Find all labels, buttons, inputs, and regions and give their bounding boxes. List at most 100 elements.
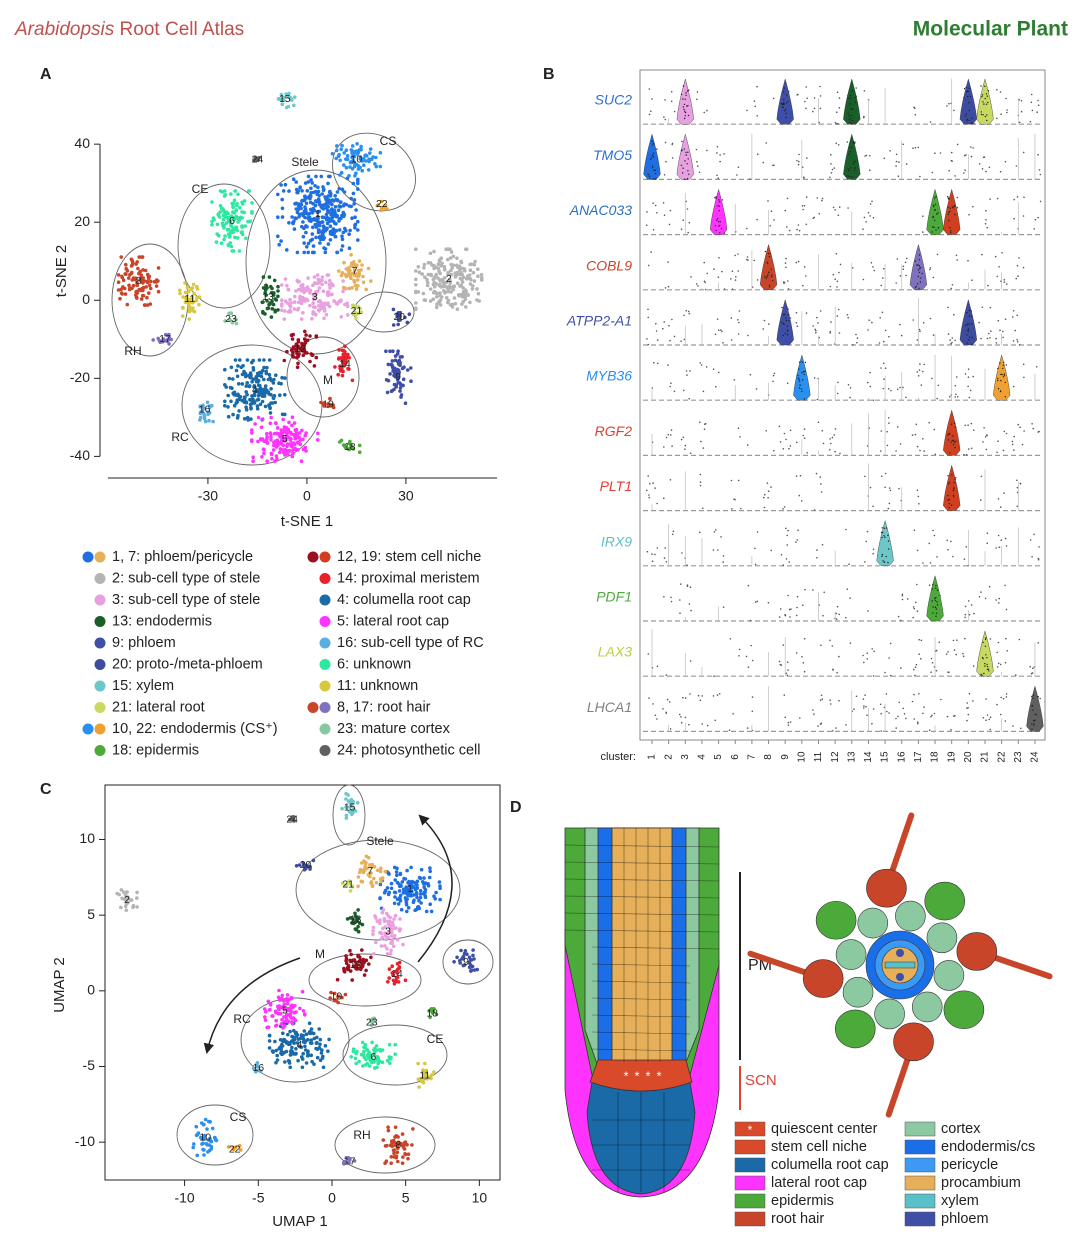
expression-dot bbox=[1020, 727, 1022, 730]
cell-dot bbox=[233, 317, 237, 321]
cell-dot bbox=[269, 415, 274, 420]
cell-dot bbox=[349, 264, 353, 268]
cell-dot bbox=[314, 174, 318, 179]
expression-dot bbox=[738, 655, 740, 657]
expression-dot bbox=[712, 368, 715, 371]
cell-dot bbox=[434, 890, 438, 895]
cell-dot bbox=[386, 980, 390, 984]
expression-dot bbox=[756, 600, 759, 603]
cell-dot bbox=[307, 218, 312, 223]
expression-dot bbox=[801, 166, 804, 168]
expression-dot bbox=[817, 725, 819, 727]
expression-dot bbox=[765, 142, 767, 144]
expression-dot bbox=[721, 270, 723, 273]
cell-dot bbox=[265, 431, 269, 436]
cell-dot bbox=[270, 307, 275, 311]
cell-dot bbox=[354, 1061, 359, 1066]
expression-dot bbox=[784, 209, 786, 212]
gene-label: LAX3 bbox=[598, 644, 632, 660]
cell-dot bbox=[449, 250, 454, 254]
cell-dot bbox=[327, 201, 331, 205]
cell-dot bbox=[394, 870, 399, 874]
expression-dot bbox=[923, 450, 925, 452]
cell-dot bbox=[293, 1004, 297, 1008]
violin-dot bbox=[715, 197, 717, 199]
expression-dot bbox=[889, 489, 892, 492]
cluster-label: 7 bbox=[352, 265, 358, 277]
cell-dot bbox=[424, 1068, 429, 1073]
expression-dot bbox=[782, 508, 784, 510]
cell-dot bbox=[477, 299, 482, 303]
violin-dot bbox=[1033, 723, 1035, 725]
expression-dot bbox=[704, 288, 707, 291]
violin-dot bbox=[848, 119, 851, 121]
cell-dot bbox=[409, 379, 413, 384]
expression-dot bbox=[1012, 310, 1015, 312]
cell-dot bbox=[341, 279, 345, 283]
cell-dot bbox=[250, 398, 255, 403]
expression-dot bbox=[786, 226, 788, 228]
expression-dot bbox=[769, 225, 771, 227]
cell-dot bbox=[306, 1053, 311, 1057]
cell-dot bbox=[390, 941, 394, 946]
expression-dot bbox=[831, 436, 834, 439]
expression-dot bbox=[982, 156, 985, 159]
cell-dot bbox=[299, 317, 304, 321]
cell-dot bbox=[392, 933, 397, 938]
cell-dot bbox=[359, 964, 364, 968]
cell-dot bbox=[245, 381, 249, 385]
cell-dot bbox=[167, 332, 171, 337]
expression-dot bbox=[981, 168, 984, 170]
expression-dot bbox=[968, 448, 970, 450]
qc-star: * bbox=[645, 1068, 650, 1083]
legend-swatch bbox=[734, 1121, 766, 1137]
expression-dot bbox=[818, 213, 820, 215]
expression-dot bbox=[978, 163, 981, 165]
expression-dot bbox=[787, 529, 789, 532]
expression-dot bbox=[1013, 435, 1015, 438]
cell-dot bbox=[129, 264, 134, 268]
cell-dot bbox=[124, 262, 128, 267]
cell-dot bbox=[320, 220, 325, 224]
violin-dot bbox=[654, 169, 657, 172]
expression-dot bbox=[698, 171, 701, 174]
cell-dot bbox=[406, 1156, 410, 1161]
cluster-label: 13 bbox=[262, 291, 274, 303]
cell-dot bbox=[364, 854, 369, 859]
cell-dot bbox=[425, 277, 429, 282]
expression-dot bbox=[820, 644, 822, 647]
cell-dot bbox=[392, 1151, 396, 1156]
cell-dot bbox=[379, 199, 384, 204]
violin-dot bbox=[1004, 381, 1006, 384]
expression-dot bbox=[714, 196, 716, 199]
cell-dot bbox=[420, 880, 425, 884]
cell-dot bbox=[353, 223, 357, 228]
cluster-tick-label: 4 bbox=[697, 754, 708, 760]
expression-dot bbox=[717, 276, 720, 279]
expression-dot bbox=[803, 437, 806, 440]
cell-dot bbox=[290, 1045, 294, 1050]
cell-dot bbox=[450, 305, 455, 309]
cell-dot bbox=[320, 1056, 325, 1060]
cell-dot bbox=[387, 967, 392, 971]
expression-dot bbox=[820, 694, 823, 697]
violin-dot bbox=[916, 264, 918, 266]
violin-dot bbox=[683, 103, 686, 106]
expression-dot bbox=[931, 377, 933, 380]
expression-dot bbox=[955, 254, 958, 257]
expression-dot bbox=[968, 613, 971, 616]
cell-dot bbox=[283, 299, 288, 304]
expression-dot bbox=[1037, 431, 1039, 433]
cell-dot bbox=[240, 372, 245, 377]
cell-dot bbox=[398, 917, 402, 921]
violin-dot bbox=[851, 108, 854, 110]
cell-dot bbox=[223, 367, 227, 372]
cell-dot bbox=[268, 1003, 273, 1007]
expression-dot bbox=[664, 547, 666, 549]
cluster-tick-label: 23 bbox=[1013, 751, 1024, 763]
expression-dot bbox=[872, 266, 874, 268]
cell-dot bbox=[265, 365, 269, 370]
expression-dot bbox=[899, 386, 901, 389]
violin-dot bbox=[801, 371, 803, 374]
cell-dot bbox=[345, 301, 349, 306]
